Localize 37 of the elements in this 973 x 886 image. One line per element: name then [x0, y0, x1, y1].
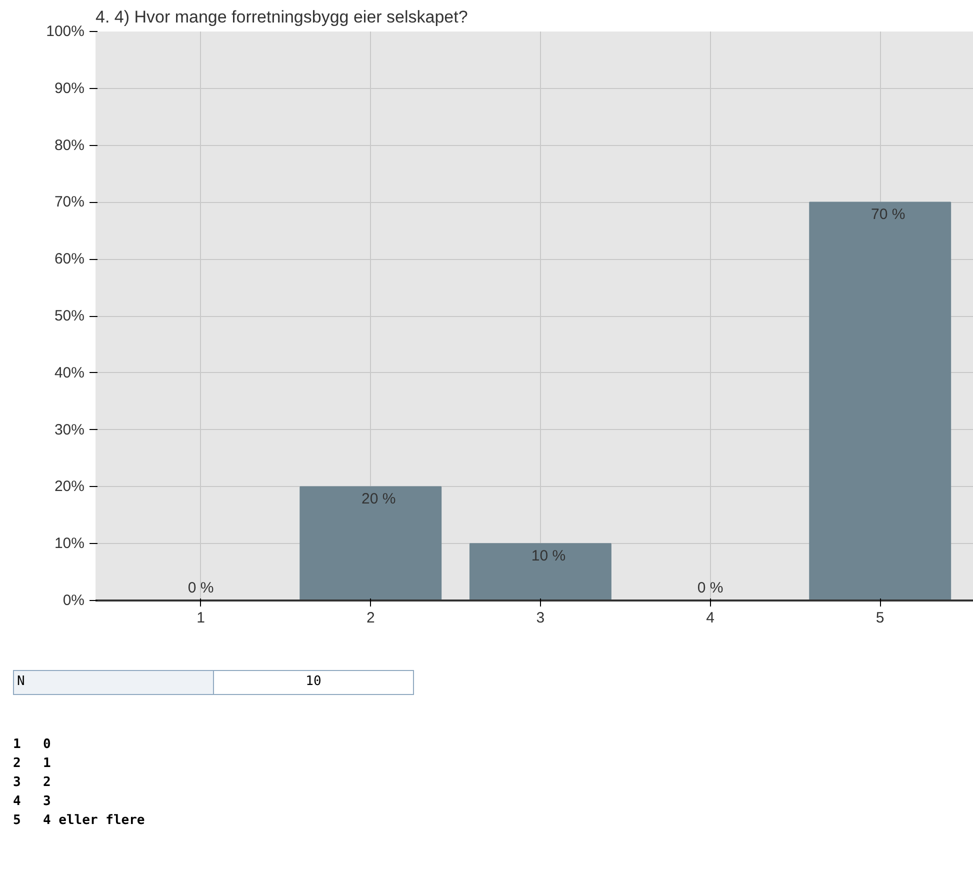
text: 4 — [13, 792, 22, 811]
text: 1 — [43, 754, 52, 773]
data-label: 10 % — [531, 548, 566, 565]
bar — [809, 202, 952, 600]
bar — [300, 486, 442, 600]
x-tick-label: 1 — [196, 610, 205, 626]
text: N — [14, 670, 214, 694]
text: 1 — [13, 736, 22, 754]
x-tick-label: 5 — [876, 610, 884, 626]
y-tick-label: 100% — [46, 23, 85, 40]
y-tick-label: 60% — [54, 250, 85, 268]
y-tick-label: 40% — [54, 364, 85, 382]
y-tick-label: 0% — [62, 592, 85, 609]
y-tick-label: 70% — [54, 194, 85, 211]
data-label: 70 % — [871, 206, 906, 224]
y-tick-label: 50% — [54, 308, 85, 324]
y-tick-label: 10% — [54, 535, 85, 552]
data-label: 0 % — [697, 580, 724, 596]
x-tick-label: 4 — [706, 610, 714, 626]
y-tick-label: 90% — [54, 80, 85, 97]
text: 3 — [13, 774, 22, 792]
y-tick-label: 20% — [54, 478, 85, 496]
data-label: 20 % — [362, 490, 396, 508]
bar — [469, 543, 612, 600]
text: 10 — [214, 670, 414, 694]
chart-title: 4. 4) Hvor mange forretningsbygg eier selskapet? — [96, 8, 468, 26]
text: 4 eller flere — [43, 812, 145, 830]
x-tick-label: 2 — [366, 610, 375, 626]
text: 2 — [13, 754, 22, 773]
text: 5 — [13, 812, 22, 830]
data-label: 0 % — [188, 580, 214, 596]
text: 0 — [43, 736, 52, 754]
text: 3 — [43, 792, 52, 811]
x-tick-label: 3 — [536, 610, 545, 626]
text: 2 — [43, 774, 52, 792]
y-tick-label: 80% — [54, 136, 85, 154]
y-tick-label: 30% — [54, 421, 85, 438]
